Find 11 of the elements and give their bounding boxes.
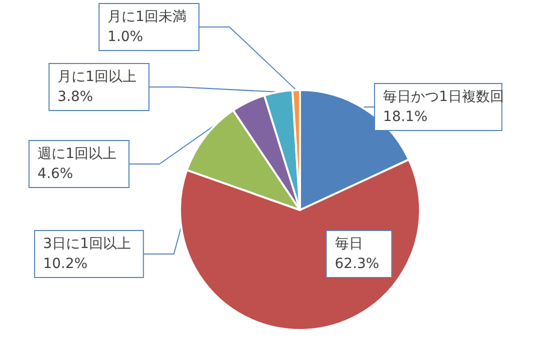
data-label: 18.1%: [383, 109, 428, 125]
slice-label: 月に1回未満: [108, 9, 186, 25]
slice-label: 週に1回以上: [38, 146, 116, 162]
data-label: 10.2%: [43, 256, 88, 272]
data-label: 3.8%: [58, 89, 94, 105]
data-label: 1.0%: [108, 29, 144, 45]
slice-label: 3日に1回以上: [43, 236, 131, 252]
data-label: 62.3%: [334, 256, 380, 272]
slice-label: 月に1回以上: [58, 69, 136, 85]
data-label: 4.6%: [38, 166, 74, 182]
slice-label: 毎日: [334, 236, 363, 252]
